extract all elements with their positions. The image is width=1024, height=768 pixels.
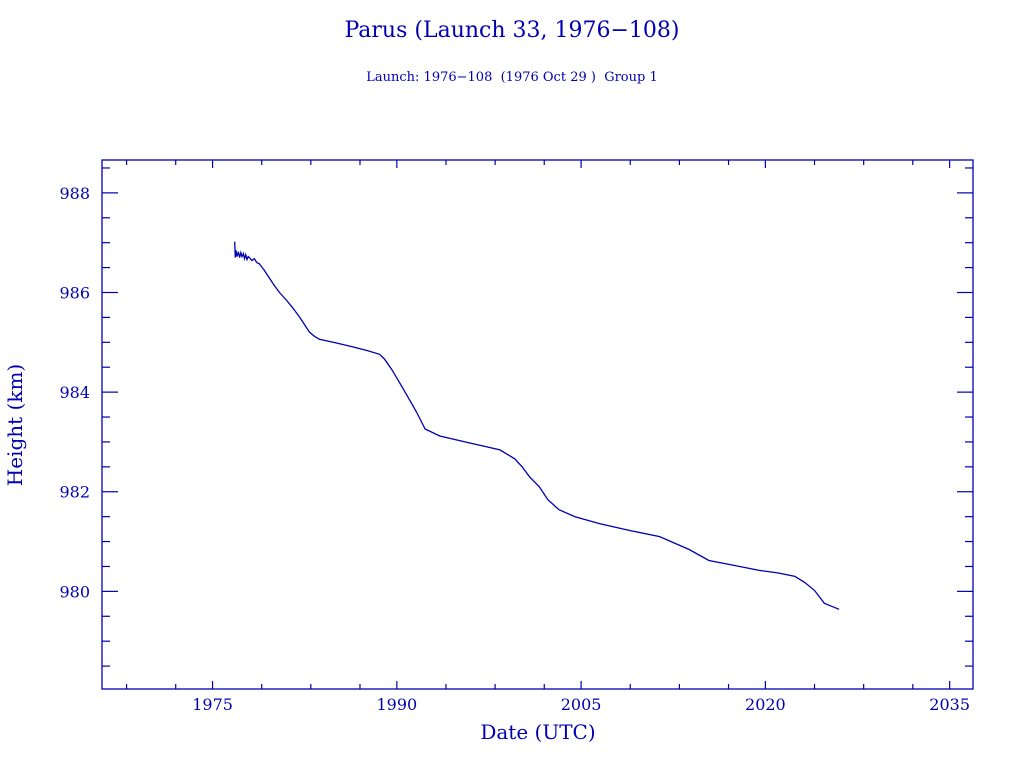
y-tick-label: 988 — [59, 184, 90, 203]
x-tick-label: 2035 — [929, 695, 970, 714]
y-tick-label: 984 — [59, 383, 90, 402]
x-tick-label: 1990 — [376, 695, 417, 714]
chart-subtitle: Launch: 1976−108 (1976 Oct 29 ) Group 1 — [366, 70, 657, 85]
axis-ticks — [102, 160, 973, 689]
y-axis-label: Height (km) — [3, 364, 27, 486]
axis-tick-labels: 1975 1990 2005 2020 2035 980 982 984 986 988 — [59, 184, 970, 714]
y-tick-label: 986 — [59, 283, 90, 302]
x-tick-label: 1975 — [192, 695, 233, 714]
y-tick-label: 980 — [59, 582, 90, 601]
plot-frame — [101, 159, 974, 690]
y-tick-label: 982 — [59, 483, 90, 502]
x-tick-label: 2005 — [561, 695, 602, 714]
x-axis-label: Date (UTC) — [480, 720, 595, 744]
chart-title: Parus (Launch 33, 1976−108) — [344, 18, 679, 43]
x-tick-label: 2020 — [745, 695, 786, 714]
series-line-height — [234, 241, 840, 610]
